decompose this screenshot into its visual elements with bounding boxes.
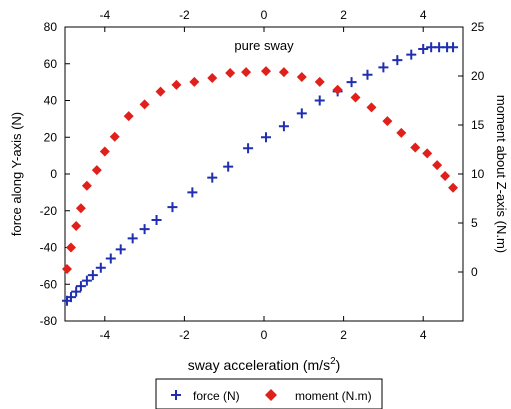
y-axis-label-right: moment about Z-axis (N.m) [494,95,509,253]
force-point [260,132,271,143]
x-axis-label-exponent: 2 [330,356,336,367]
y-tick-label-left: -20 [40,204,58,218]
moment-point [448,182,459,193]
x-tick-label-bottom: -4 [99,328,110,342]
moment-point [422,148,433,159]
y-tick-label-right: 20 [471,69,485,83]
force-point [207,172,218,183]
y-tick-label-left: 40 [44,94,58,108]
moment-point [61,264,72,275]
x-tick-label-bottom: 2 [340,328,347,342]
y-tick-label-left: 80 [44,20,58,34]
moment-point [410,142,421,153]
moment-point [432,160,443,171]
moment-point [207,72,218,83]
moment-point [296,71,307,82]
force-point [151,214,162,225]
force-point [418,44,429,55]
force-point [406,49,417,60]
x-tick-label-bottom: 4 [420,328,427,342]
force-point [392,55,403,66]
data-marks [61,42,459,306]
moment-point [241,67,252,78]
moment-point [314,76,325,87]
x-tick-label-top: 2 [340,8,347,22]
force-point [346,77,357,88]
y-tick-label-right: 0 [471,265,478,279]
y-tick-label-right: 10 [471,167,485,181]
x-axis-label-close: ) [336,357,341,373]
force-point [378,62,389,73]
legend: force (N) moment (N.m) [155,378,383,409]
chart-title: pure sway [234,38,294,53]
x-tick-label-bottom: -2 [179,328,190,342]
legend-force-label: force (N) [193,389,240,403]
moment-point [123,111,134,122]
legend-moment-label: moment (N.m) [295,389,372,403]
force-point [75,281,86,292]
moment-point [91,165,102,176]
y-tick-label-left: 20 [44,130,58,144]
force-point [296,108,307,119]
y-tick-label-left: -40 [40,241,58,255]
moment-point [260,66,271,77]
force-point [139,224,150,235]
moment-point [440,170,451,181]
x-tick-label-top: 0 [261,8,268,22]
moment-point [382,116,393,127]
legend-force-marker [171,390,181,400]
force-point [314,95,325,106]
moment-point [278,67,289,78]
moment-point [366,102,377,113]
y-tick-label-right: 25 [471,20,485,34]
moment-point [109,131,120,142]
moment-point [171,79,182,90]
y-tick-label-right: 15 [471,118,485,132]
force-point [243,143,254,154]
x-tick-label-top: -4 [99,8,110,22]
force-point [65,292,76,303]
force-point [95,262,106,273]
moment-point [139,99,150,110]
force-point [71,286,82,297]
force-point [448,42,459,53]
moment-point [71,220,82,231]
moment-point [99,146,110,157]
force-point [278,121,289,132]
y-tick-label-left: -60 [40,277,58,291]
moment-point [75,203,86,214]
force-point [105,253,116,264]
force-point [223,161,234,172]
x-axis-label: sway acceleration (m/s2) [188,356,341,373]
x-tick-label-top: -2 [179,8,190,22]
moment-point [81,180,92,191]
y-tick-label-right: 5 [471,216,478,230]
x-tick-label-top: 4 [420,8,427,22]
moment-point [332,84,343,95]
moment-point [225,68,236,79]
moment-point [189,76,200,87]
y-tick-label-left: 0 [50,167,57,181]
force-point [187,187,198,198]
force-point [127,233,138,244]
force-point [115,244,126,255]
moment-point [396,127,407,138]
x-tick-label-bottom: 0 [261,328,268,342]
axis-ticks: -4-4-2-2002244-80-60-40-2002040608005101… [40,8,485,342]
force-point [81,275,92,286]
y-tick-label-left: 60 [44,57,58,71]
moment-point [350,92,361,103]
y-axis-label-left: force along Y-axis (N) [9,112,24,236]
y-tick-label-left: -80 [40,314,58,328]
force-point [87,270,98,281]
force-point [362,69,373,80]
legend-moment-marker [265,389,277,401]
force-point [167,202,178,213]
moment-point [155,86,166,97]
moment-point [65,242,76,253]
